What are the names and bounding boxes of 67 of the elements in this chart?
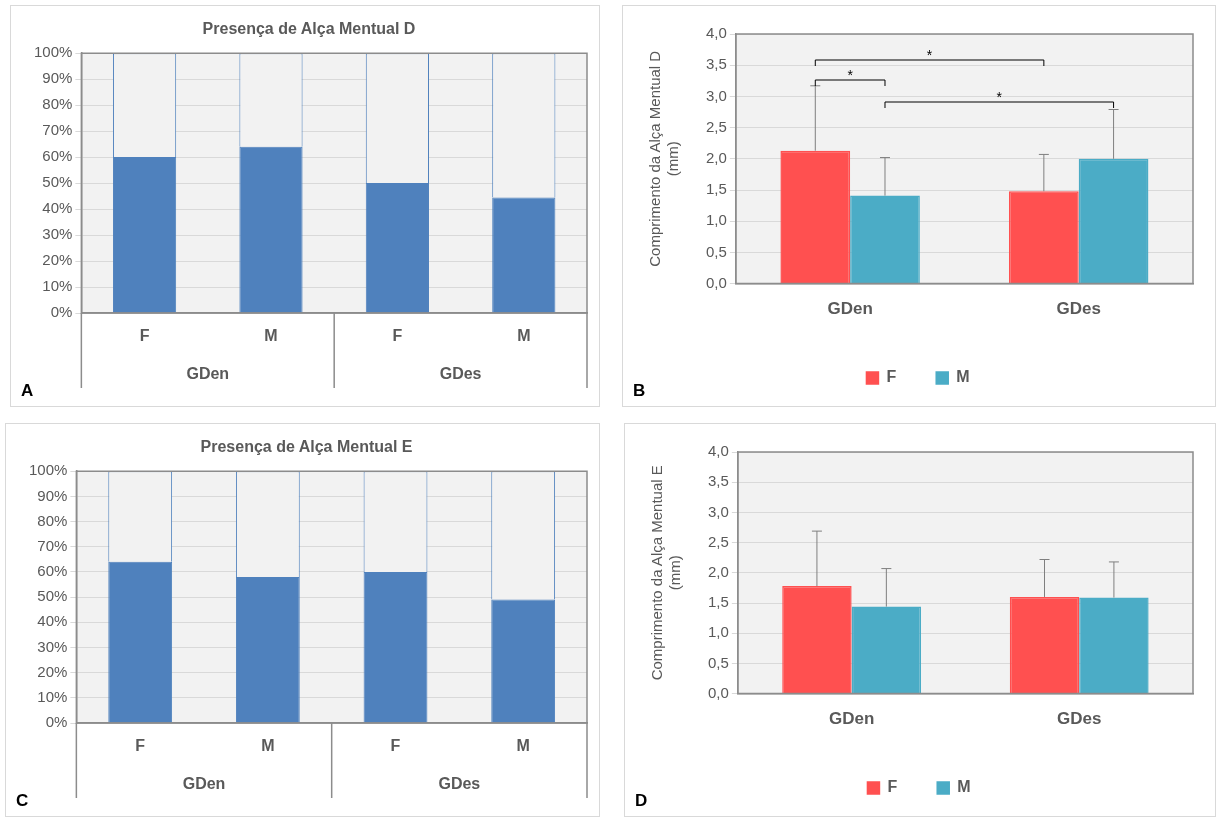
y-tick-label: 3,5 [707, 472, 729, 490]
y-tick-label: 0% [45, 713, 68, 731]
legend-label: M [956, 368, 970, 386]
y-tick-label: 0,5 [707, 653, 729, 671]
annotation: * [996, 88, 1003, 105]
y-tick-label: 80% [42, 95, 73, 113]
text: GDes [438, 775, 481, 793]
y-tick-label: 90% [37, 486, 68, 504]
text: GDen [186, 365, 230, 383]
y-tick-label: 4,0 [705, 24, 727, 42]
y-tick-label: 3,0 [707, 502, 729, 520]
chart-title: Presença de Alça Mentual E [200, 438, 413, 456]
y-tick-label: 20% [37, 662, 68, 680]
text: GDen [182, 775, 226, 793]
y-tick-label: 100% [33, 43, 73, 61]
annotation: * [926, 46, 933, 63]
y-tick-label: 2,0 [705, 148, 727, 166]
text: D [635, 791, 648, 811]
y-tick-label: 40% [37, 612, 68, 630]
legend-label: F [886, 368, 897, 386]
y-tick-label: 0,5 [705, 242, 727, 260]
annotation: * [847, 66, 854, 83]
y-tick-label: 1,5 [705, 180, 727, 198]
y-tick-label: 10% [37, 687, 68, 705]
y-tick-label: 80% [37, 511, 68, 529]
x-tick-label: F [139, 327, 150, 345]
x-tick-label: M [261, 737, 275, 755]
y-tick-label: 20% [42, 251, 73, 269]
x-tick-label: F [390, 737, 401, 755]
x-tick-label: F [392, 327, 403, 345]
x-tick-label: M [264, 327, 278, 345]
y-tick-label: 0,0 [707, 683, 729, 701]
y-tick-label: 3,0 [705, 86, 727, 104]
x-tick-label: F [135, 737, 146, 755]
y-tick-label: 1,0 [705, 211, 727, 229]
text: A [21, 381, 34, 401]
x-tick-label: M [517, 327, 531, 345]
y-tick-label: 60% [37, 562, 68, 580]
y-tick-label: 90% [42, 69, 73, 87]
text: GDes [439, 365, 482, 383]
y-tick-label: 70% [42, 121, 73, 139]
y-tick-label: 2,5 [707, 532, 729, 550]
legend-label: M [957, 778, 971, 796]
y-axis-title: Comprimento da Alça Mentual E (mm) [648, 465, 684, 681]
y-tick-label: 100% [28, 461, 68, 479]
y-tick-label: 2,0 [707, 562, 729, 580]
y-tick-label: 30% [37, 637, 68, 655]
y-tick-label: 1,5 [707, 593, 729, 611]
text: B [633, 381, 646, 401]
chart-title: Presença de Alça Mentual D [202, 20, 416, 38]
y-tick-label: 60% [42, 147, 73, 165]
y-tick-label: 10% [42, 277, 73, 295]
y-tick-label: 50% [37, 587, 68, 605]
text: C [16, 791, 29, 811]
y-tick-label: 30% [42, 225, 73, 243]
y-tick-label: 3,5 [705, 55, 727, 73]
x-tick-label: M [516, 737, 530, 755]
y-tick-label: 1,0 [707, 623, 729, 641]
y-tick-label: 2,5 [705, 117, 727, 135]
y-tick-label: 50% [42, 173, 73, 191]
y-tick-label: 4,0 [707, 442, 729, 460]
y-tick-label: 70% [37, 536, 68, 554]
y-tick-label: 0% [50, 303, 73, 321]
y-axis-title: Comprimento da Alça Mentual D (mm) [646, 50, 682, 267]
y-tick-label: 0,0 [705, 273, 727, 291]
y-tick-label: 40% [42, 199, 73, 217]
legend-label: F [887, 778, 898, 796]
